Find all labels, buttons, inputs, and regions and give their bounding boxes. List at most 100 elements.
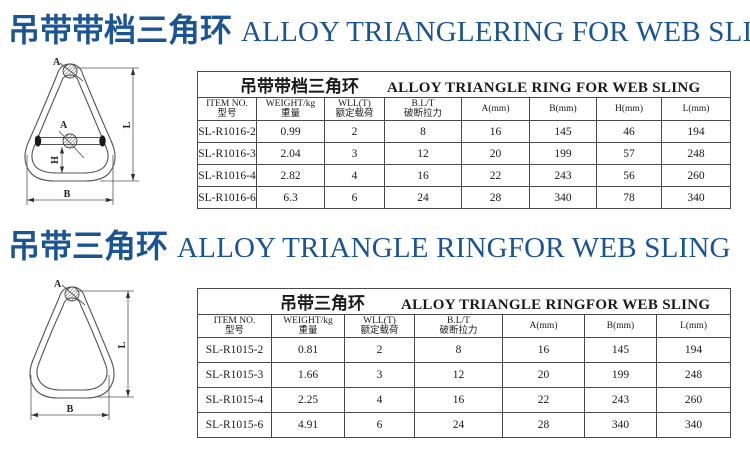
- header-line: B(mm): [549, 103, 577, 114]
- bar-section-circle: [62, 133, 78, 149]
- table-title-english: ALLOY TRIANGLE RINGFOR WEB SLING: [401, 297, 711, 313]
- col-header-l: L(mm): [655, 314, 732, 338]
- label-section-a-top: A: [53, 57, 61, 68]
- table-cell: 12: [414, 362, 503, 388]
- table-cell: 145: [584, 337, 657, 363]
- table-cell: 16: [502, 337, 585, 363]
- table-cell: 16: [414, 387, 503, 413]
- table-cell: 4.91: [271, 412, 345, 438]
- table-title-chinese: 吊带带档三角环: [240, 77, 359, 96]
- header-line: 型号: [224, 326, 244, 336]
- table-cell: 20: [461, 142, 530, 165]
- col-header-wll: WLL(T) 额定载荷: [344, 314, 415, 338]
- header-line: 额定载荷: [360, 326, 399, 336]
- spec-table-ring: 吊带三角环 ALLOY TRIANGLE RINGFOR WEB SLING I…: [196, 288, 732, 438]
- table-row: SL-R1015-2 0.81 2 8 16 145 194: [197, 337, 732, 363]
- table-cell: SL-R1016-4: [197, 164, 257, 187]
- col-header-wll: WLL(T) 额定载荷: [324, 97, 385, 121]
- table-cell: 12: [384, 142, 462, 165]
- ring-outline: [29, 286, 115, 399]
- header-line: A(mm): [481, 103, 510, 114]
- table-cell: 6: [324, 186, 385, 209]
- table-cell: 248: [660, 142, 732, 165]
- header-line: 破断拉力: [439, 326, 478, 336]
- table-row: SL-R1015-3 1.66 3 12 20 199 248: [197, 362, 732, 388]
- table-cell: 2.25: [271, 387, 345, 413]
- header-line: ITEM NO.: [206, 98, 248, 109]
- col-header-bl: B.L/T 破断拉力: [414, 314, 503, 338]
- table-cell: 260: [660, 164, 732, 187]
- header-line: 重量: [280, 109, 300, 119]
- col-header-l: L(mm): [660, 97, 732, 121]
- col-header-item-no: ITEM NO. 型号: [197, 97, 257, 121]
- table-cell: 4: [324, 164, 385, 187]
- col-header-bl: B.L/T 破断拉力: [384, 97, 462, 121]
- spec-table-ring-with-bar: 吊带带档三角环 ALLOY TRIANGLE RING FOR WEB SLIN…: [196, 71, 732, 209]
- label-section-a-bar: A: [60, 120, 68, 131]
- header-line: B.L/T: [447, 315, 470, 326]
- col-header-weight: WEIGHT/kg 重量: [256, 97, 325, 121]
- table-cell: 3: [344, 362, 415, 388]
- table-cell: 8: [384, 120, 462, 143]
- table-cell: 260: [655, 387, 732, 413]
- table-row: SL-R1016-2 0.99 2 8 16 145 46 194: [197, 120, 732, 143]
- page-title-1-english: ALLOY TRIANGLERING FOR WEB SLING: [241, 16, 750, 48]
- section-markers: [61, 284, 86, 306]
- header-line: L(mm): [682, 103, 710, 114]
- table-cell: 28: [502, 412, 585, 438]
- section-markers: [58, 62, 85, 159]
- table-cell: SL-R1015-6: [197, 412, 272, 438]
- table-cell: 57: [596, 142, 662, 165]
- table-cell: 3: [324, 142, 385, 165]
- label-dim-h: H: [50, 156, 61, 164]
- table-cell: SL-R1016-3: [197, 142, 257, 165]
- table-title-row: 吊带三角环 ALLOY TRIANGLE RINGFOR WEB SLING: [196, 288, 732, 315]
- table-cell: 16: [384, 164, 462, 187]
- table-cell: SL-R1015-3: [197, 362, 272, 388]
- table-cell: 340: [655, 412, 732, 438]
- table-cell: 194: [660, 120, 732, 143]
- table-header-row: ITEM NO. 型号 WEIGHT/kg 重量 WLL(T) 额定载荷 B.L/T 破…: [197, 97, 732, 121]
- table-cell: 20: [502, 362, 585, 388]
- table-cell: SL-R1015-2: [197, 337, 272, 363]
- triangle-ring-with-bar-drawing: A A L H B: [24, 57, 139, 205]
- table-cell: 1.66: [271, 362, 345, 388]
- header-line: B.L/T: [411, 98, 435, 109]
- header-line: H(mm): [615, 103, 643, 114]
- ring-outline: [24, 63, 116, 182]
- table-cell: 248: [655, 362, 732, 388]
- table-cell: 243: [529, 164, 597, 187]
- table-cell: 8: [414, 337, 503, 363]
- table-cell: 6: [344, 412, 415, 438]
- header-line: WLL(T): [338, 98, 371, 109]
- col-header-b: B(mm): [529, 97, 597, 121]
- page-title-1: 吊带带档三角环 ALLOY TRIANGLERING FOR WEB SLING: [8, 5, 750, 51]
- dimension-lines: [30, 290, 134, 420]
- page-title-2: 吊带三角环 ALLOY TRIANGLE RINGFOR WEB SLING: [8, 221, 731, 267]
- table-cell: 199: [584, 362, 657, 388]
- header-line: ITEM NO.: [213, 315, 256, 326]
- table-cell: 24: [414, 412, 503, 438]
- triangle-ring-drawing: A L B: [29, 279, 134, 420]
- table-title-chinese: 吊带三角环: [280, 294, 365, 313]
- table-cell: 24: [384, 186, 462, 209]
- table-cell: SL-R1016-2: [197, 120, 257, 143]
- col-header-weight: WEIGHT/kg 重量: [271, 314, 345, 338]
- header-line: 破断拉力: [403, 109, 442, 119]
- table-cell: 22: [461, 164, 530, 187]
- header-line: 重量: [298, 326, 318, 336]
- header-line: WEIGHT/kg: [265, 98, 316, 109]
- table-cell: 2.82: [256, 164, 325, 187]
- table-title-cell: 吊带三角环 ALLOY TRIANGLE RINGFOR WEB SLING: [196, 288, 732, 315]
- table-cell: 22: [502, 387, 585, 413]
- header-line: 额定载荷: [335, 109, 374, 119]
- header-line: L(mm): [680, 320, 707, 331]
- table-cell: 199: [529, 142, 597, 165]
- dimension-arrows: [31, 291, 131, 418]
- label-section-a-top: A: [54, 279, 62, 290]
- page-title-2-chinese: 吊带三角环: [8, 228, 169, 264]
- table-cell: 340: [529, 186, 597, 209]
- table-cell: 56: [596, 164, 662, 187]
- table-cell: 340: [584, 412, 657, 438]
